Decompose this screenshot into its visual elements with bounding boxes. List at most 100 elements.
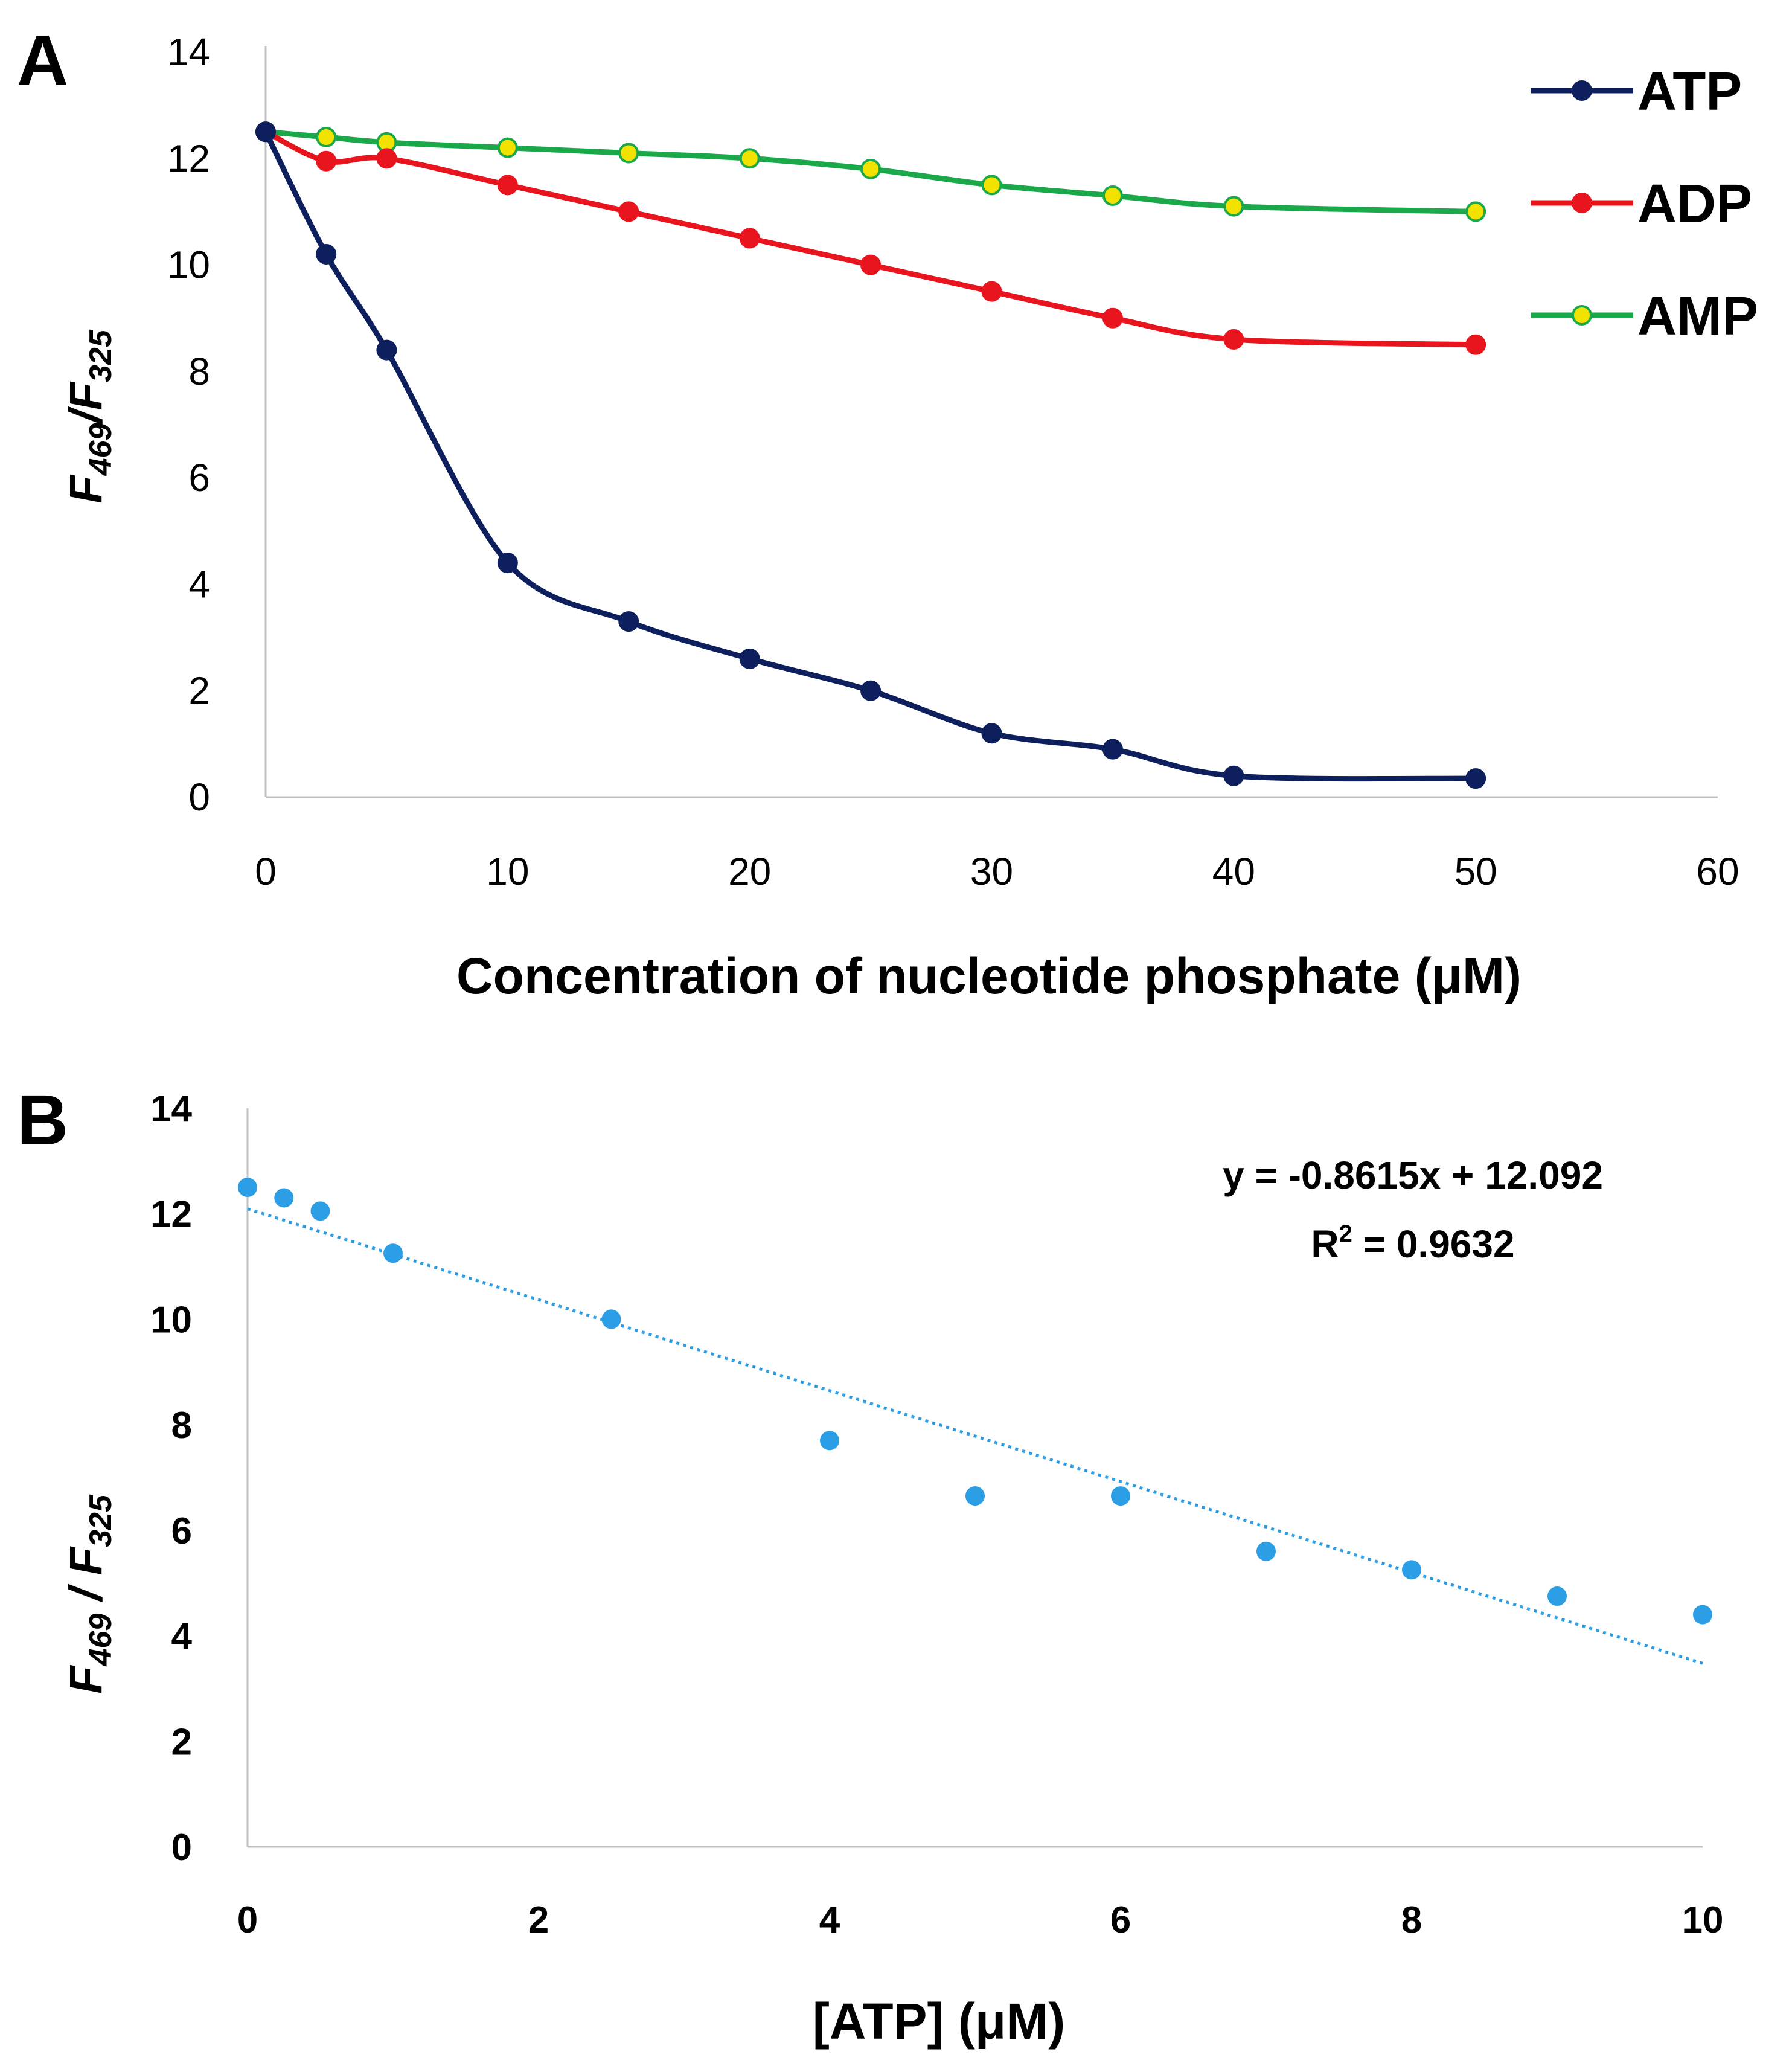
data-point-adp [981, 281, 1002, 302]
panel-b-x-tick-label: 4 [819, 1899, 840, 1941]
panel-a-y-tick-label: 4 [188, 562, 210, 606]
panel-b-y-tick-label: 14 [150, 1088, 192, 1130]
scatter-point [1547, 1586, 1567, 1606]
data-point-amp [981, 175, 1002, 196]
panel-b-y-axis-label: F469 / F325 [60, 1494, 118, 1694]
panel-a-x-axis-label: Concentration of nucleotide phosphate (μ… [456, 948, 1522, 1004]
legend-swatch-marker [1572, 305, 1592, 326]
data-point-atp [376, 339, 397, 361]
panel-b-y-tick-label: 0 [171, 1827, 192, 1869]
panel-a-chart: A 0 2 4 6 8 10 12 14 0 10 20 30 40 50 60 Concentratio… [17, 21, 1758, 1004]
panel-b-y-tick-label: 6 [171, 1510, 192, 1552]
scatter-point [383, 1243, 403, 1263]
data-point-amp [860, 158, 882, 179]
panel-a-legend: ATP ADP AMP [1531, 62, 1758, 347]
panel-b-x-tick-label: 6 [1110, 1899, 1131, 1941]
legend-item-atp: ATP [1531, 62, 1742, 122]
scatter-point [1693, 1605, 1712, 1625]
data-point-adp [316, 150, 337, 172]
panel-b-r-squared: R2 = 0.9632 [1311, 1221, 1514, 1266]
data-point-adp [860, 254, 882, 275]
panel-b-points [238, 1178, 1712, 1625]
panel-a-y-tick-label: 10 [167, 243, 210, 287]
panel-b-label: B [17, 1080, 68, 1160]
panel-b-y-tick-labels: 0 2 4 6 8 10 12 14 [150, 1088, 192, 1869]
panel-a-label: A [17, 21, 68, 100]
scatter-point [274, 1188, 294, 1208]
panel-a-x-tick-label: 40 [1212, 850, 1255, 893]
legend-swatch-marker [1572, 193, 1592, 213]
panel-a-y-tick-label: 6 [188, 456, 210, 499]
panel-b-y-tick-label: 8 [171, 1405, 192, 1446]
panel-b-x-tick-label: 10 [1682, 1899, 1724, 1941]
panel-a-y-tick-label: 2 [188, 669, 210, 713]
panel-b-chart: B 0 2 4 6 8 10 12 14 0 2 4 6 8 10 y = -0.8615x + 12.… [17, 1080, 1723, 2050]
panel-a-x-tick-labels: 0 10 20 30 40 50 60 [255, 850, 1739, 893]
panel-a-x-tick-label: 30 [970, 850, 1013, 893]
data-point-atp [860, 680, 882, 701]
data-point-amp [618, 143, 639, 164]
panel-b-trendline-group [247, 1207, 1703, 1665]
scatter-point [1402, 1560, 1421, 1580]
panel-a-x-tick-label: 50 [1454, 850, 1497, 893]
legend-label: ATP [1637, 62, 1742, 122]
data-point-atp [981, 723, 1002, 744]
data-point-atp [739, 648, 760, 669]
data-point-atp [1465, 768, 1486, 789]
series-atp [255, 121, 1486, 789]
data-point-atp [255, 121, 276, 143]
panel-b-y-tick-label: 12 [150, 1194, 192, 1236]
legend-item-adp: ADP [1531, 174, 1752, 234]
scatter-point [1111, 1486, 1130, 1506]
panel-b-x-tick-label: 8 [1401, 1899, 1422, 1941]
data-point-atp [497, 553, 518, 574]
panel-a-axes [264, 46, 1718, 798]
data-point-adp [618, 201, 639, 222]
data-point-adp [739, 228, 760, 249]
data-point-adp [376, 148, 397, 169]
panel-a-y-tick-label: 0 [188, 775, 210, 819]
legend-item-amp: AMP [1531, 286, 1758, 347]
panel-b-axes [246, 1108, 1703, 1848]
panel-a-y-tick-label: 12 [167, 136, 210, 180]
scatter-point [310, 1201, 330, 1221]
panel-a-series [255, 121, 1486, 789]
panel-b-equation: y = -0.8615x + 12.092 [1223, 1153, 1603, 1197]
panel-a-y-tick-label: 14 [167, 30, 210, 74]
panel-b-x-tick-label: 0 [237, 1899, 258, 1941]
panel-a-x-tick-label: 0 [255, 850, 277, 893]
series-adp [255, 121, 1486, 355]
panel-a-y-axis-label: F469/F325 [60, 329, 118, 504]
panel-b-trendline [247, 1207, 1703, 1665]
panel-b-x-axis-label: [ATP] (μM) [813, 1993, 1065, 2050]
data-point-amp [739, 148, 760, 169]
data-point-amp [316, 127, 337, 148]
panel-b-y-tick-label: 10 [150, 1299, 192, 1341]
scatter-point [965, 1486, 985, 1506]
legend-swatch-marker [1572, 80, 1592, 101]
data-point-amp [1223, 196, 1244, 217]
scatter-point [820, 1431, 839, 1451]
data-point-amp [1465, 201, 1486, 222]
panel-a-x-tick-label: 10 [486, 850, 529, 893]
data-point-atp [618, 611, 639, 632]
legend-label: AMP [1637, 286, 1758, 347]
data-point-atp [316, 243, 337, 265]
data-point-adp [1102, 307, 1123, 329]
scatter-point [1256, 1541, 1276, 1561]
panel-b-y-tick-label: 4 [171, 1616, 193, 1658]
scatter-point [601, 1309, 621, 1329]
data-point-amp [497, 137, 518, 158]
data-point-adp [497, 175, 518, 196]
data-point-amp [1102, 185, 1123, 206]
panel-a-y-tick-label: 8 [188, 350, 210, 393]
panel-a-x-tick-label: 60 [1696, 850, 1739, 893]
panel-b-x-tick-label: 2 [528, 1899, 549, 1941]
panel-a-x-tick-label: 20 [728, 850, 771, 893]
data-point-adp [1223, 329, 1244, 350]
data-point-adp [1465, 334, 1486, 355]
legend-label: ADP [1637, 174, 1752, 234]
panel-b-y-tick-label: 2 [171, 1721, 192, 1763]
data-point-atp [1223, 765, 1244, 786]
